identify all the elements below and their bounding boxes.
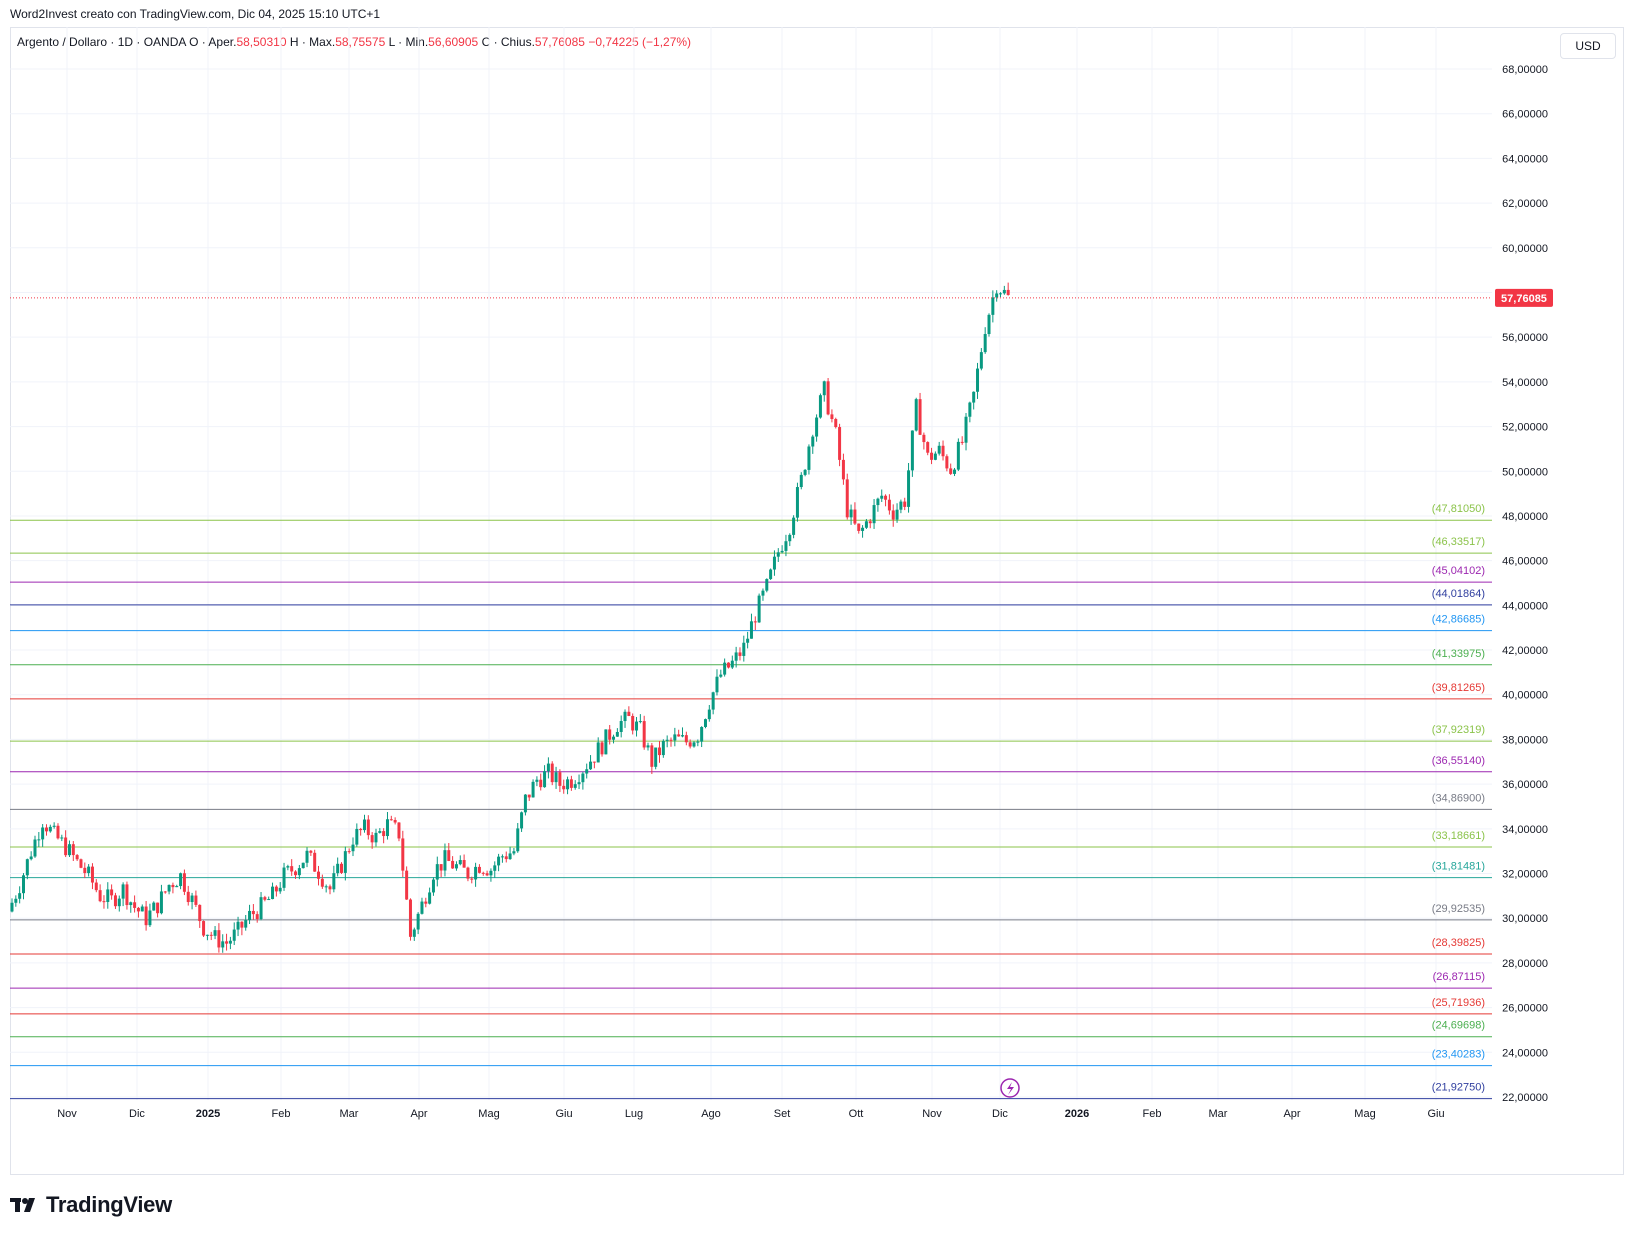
brand-name: TradingView [46, 1192, 172, 1217]
high-label: H · Max. [289, 35, 336, 49]
currency-button[interactable]: USD [1560, 33, 1616, 59]
chart-frame [10, 27, 1624, 1175]
close-label: C · Chius. [481, 35, 535, 49]
low-label: L · Min. [388, 35, 429, 49]
low-value: 56,60905 [428, 35, 479, 49]
open-label: O · Aper. [189, 35, 237, 49]
chart-caption: Word2Invest creato con TradingView.com, … [10, 7, 381, 21]
change-value: −0,74225 (−1,27%) [588, 35, 692, 49]
tradingview-logo[interactable]: TradingView [10, 1192, 172, 1218]
close-value: 57,76085 [534, 35, 585, 49]
open-value: 58,50310 [236, 35, 287, 49]
tradingview-logo-icon [10, 1198, 35, 1212]
symbol-name[interactable]: Argento / Dollaro · 1D · OANDA [17, 35, 186, 49]
high-value: 58,75575 [335, 35, 386, 49]
symbol-legend[interactable]: Argento / Dollaro · 1D · OANDA O · Aper.… [17, 35, 691, 49]
